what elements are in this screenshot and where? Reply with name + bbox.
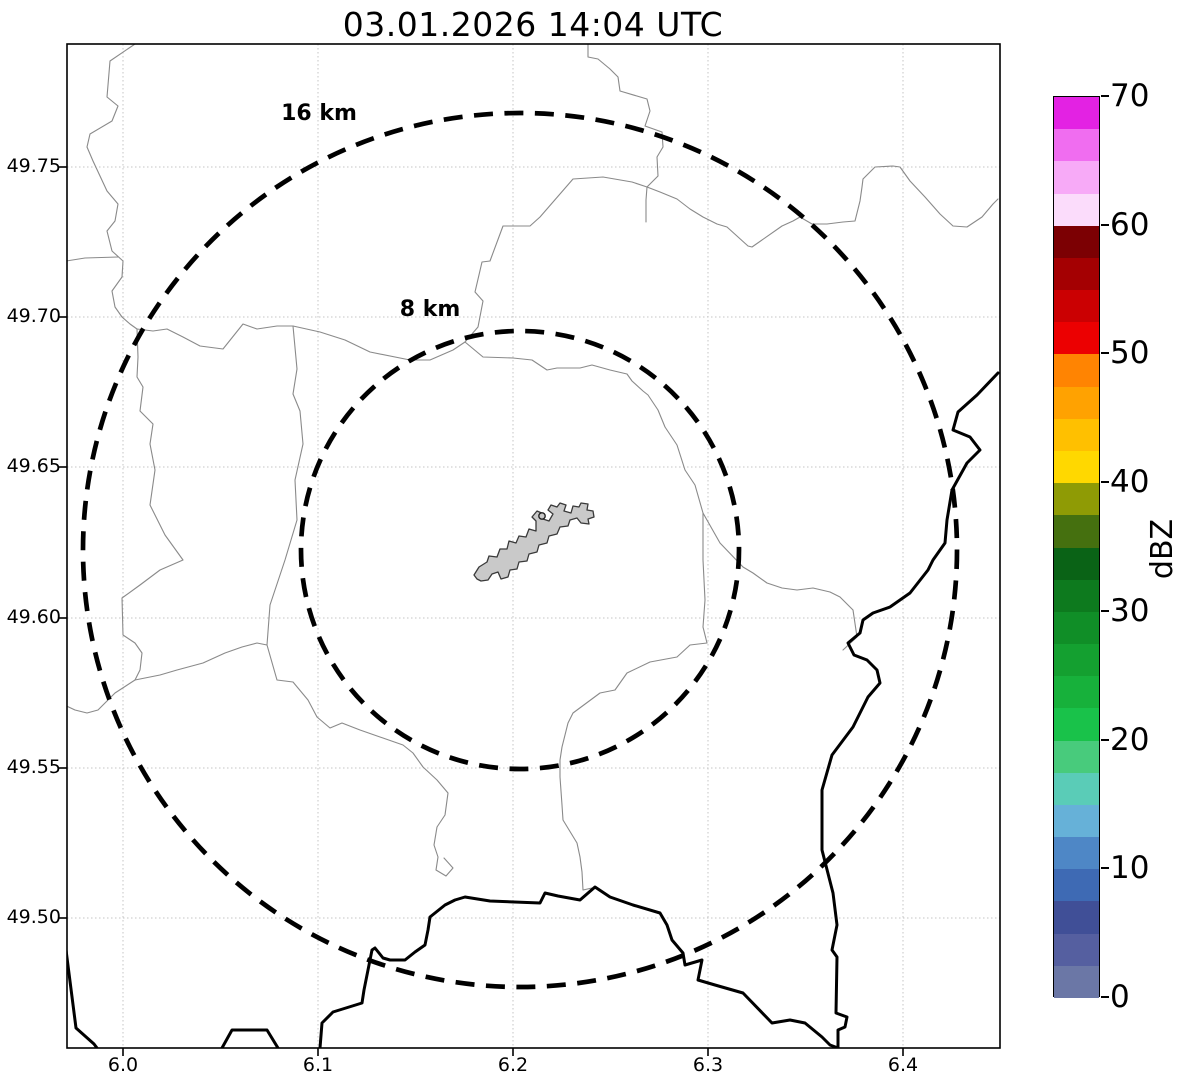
- range-ring-8km: [298, 328, 742, 772]
- y-tick-label: 49.75: [6, 155, 61, 177]
- city-outline: [473, 502, 595, 582]
- colorbar-tick-mark: [1101, 223, 1109, 226]
- colorbar-band: [1054, 290, 1099, 322]
- colorbar-band: [1054, 805, 1099, 837]
- colorbar-band: [1054, 741, 1099, 773]
- colorbar-tick-mark: [1101, 996, 1109, 998]
- colorbar-band: [1054, 548, 1099, 580]
- colorbar-band: [1054, 966, 1099, 998]
- x-tick-label: 6.3: [692, 1054, 724, 1076]
- colorbar-band: [1054, 644, 1099, 676]
- colorbar-band: [1054, 934, 1099, 966]
- border-south-bump: [220, 1028, 280, 1048]
- border-west-fragment: [67, 948, 99, 1048]
- border-east: [820, 371, 1000, 1048]
- colorbar-band: [1054, 258, 1099, 290]
- range-ring-8km-label: 8 km: [399, 297, 461, 322]
- colorbar-band: [1054, 161, 1099, 194]
- x-tick-label: 6.0: [107, 1054, 139, 1076]
- colorbar-band: [1054, 129, 1099, 161]
- municipal-boundaries: [67, 44, 999, 891]
- y-tick-label: 49.65: [6, 455, 61, 478]
- colorbar-tick-mark: [1101, 95, 1109, 97]
- city-center-mark: [538, 512, 546, 520]
- colorbar-band: [1054, 387, 1099, 419]
- range-ring-16km-label: 16 km: [281, 101, 357, 126]
- colorbar-band: [1054, 708, 1099, 741]
- colorbar-band: [1054, 773, 1099, 805]
- colorbar-band: [1054, 322, 1099, 354]
- colorbar-tick-label: 40: [1110, 464, 1150, 501]
- colorbar-unit-label: dBZ: [1145, 518, 1180, 580]
- colorbar-band: [1054, 97, 1099, 129]
- colorbar-tick-mark: [1101, 481, 1109, 484]
- colorbar-tick-mark: [1101, 352, 1109, 355]
- colorbar-band: [1054, 354, 1099, 387]
- colorbar-band: [1054, 580, 1099, 612]
- colorbar-band: [1054, 901, 1099, 934]
- range-ring-16km: [80, 110, 960, 990]
- figure-title: 03.01.2026 14:04 UTC: [342, 5, 724, 44]
- national-borders: [67, 371, 1000, 1048]
- colorbar-tick-mark: [1101, 738, 1109, 741]
- colorbar-band: [1054, 837, 1099, 869]
- colorbar-tick-label: 0: [1110, 979, 1130, 1015]
- x-tick-label: 6.4: [887, 1054, 919, 1076]
- y-tick-label: 49.50: [6, 906, 61, 928]
- colorbar-tick-label: 50: [1110, 335, 1150, 372]
- colorbar-band: [1054, 226, 1099, 258]
- colorbar-band: [1054, 419, 1099, 451]
- axis-tick-marks: [59, 166, 904, 1056]
- colorbar-band: [1054, 483, 1099, 515]
- colorbar-tick-label: 20: [1110, 721, 1150, 758]
- x-tick-label: 6.1: [302, 1054, 334, 1076]
- colorbar-band: [1054, 451, 1099, 483]
- colorbar-band: [1054, 194, 1099, 226]
- border-south: [318, 885, 840, 1048]
- lat-lon-gridlines: [67, 44, 1000, 1048]
- colorbar-band: [1054, 515, 1099, 548]
- colorbar-band: [1054, 612, 1099, 644]
- map-frame: [66, 43, 1001, 1049]
- y-tick-label: 49.55: [6, 755, 61, 778]
- colorbar-tick-mark: [1101, 867, 1109, 870]
- colorbar-tick-label: 30: [1110, 592, 1150, 629]
- y-tick-label: 49.70: [6, 305, 61, 328]
- colorbar-tick-label: 60: [1110, 206, 1150, 243]
- colorbar: [1053, 96, 1100, 998]
- colorbar-tick-label: 10: [1110, 850, 1150, 887]
- colorbar-tick-mark: [1101, 609, 1109, 612]
- colorbar-tick-label: 70: [1110, 78, 1150, 114]
- y-tick-label: 49.60: [6, 605, 61, 628]
- colorbar-band: [1054, 676, 1099, 708]
- x-tick-label: 6.2: [497, 1054, 529, 1076]
- colorbar-band: [1054, 869, 1099, 901]
